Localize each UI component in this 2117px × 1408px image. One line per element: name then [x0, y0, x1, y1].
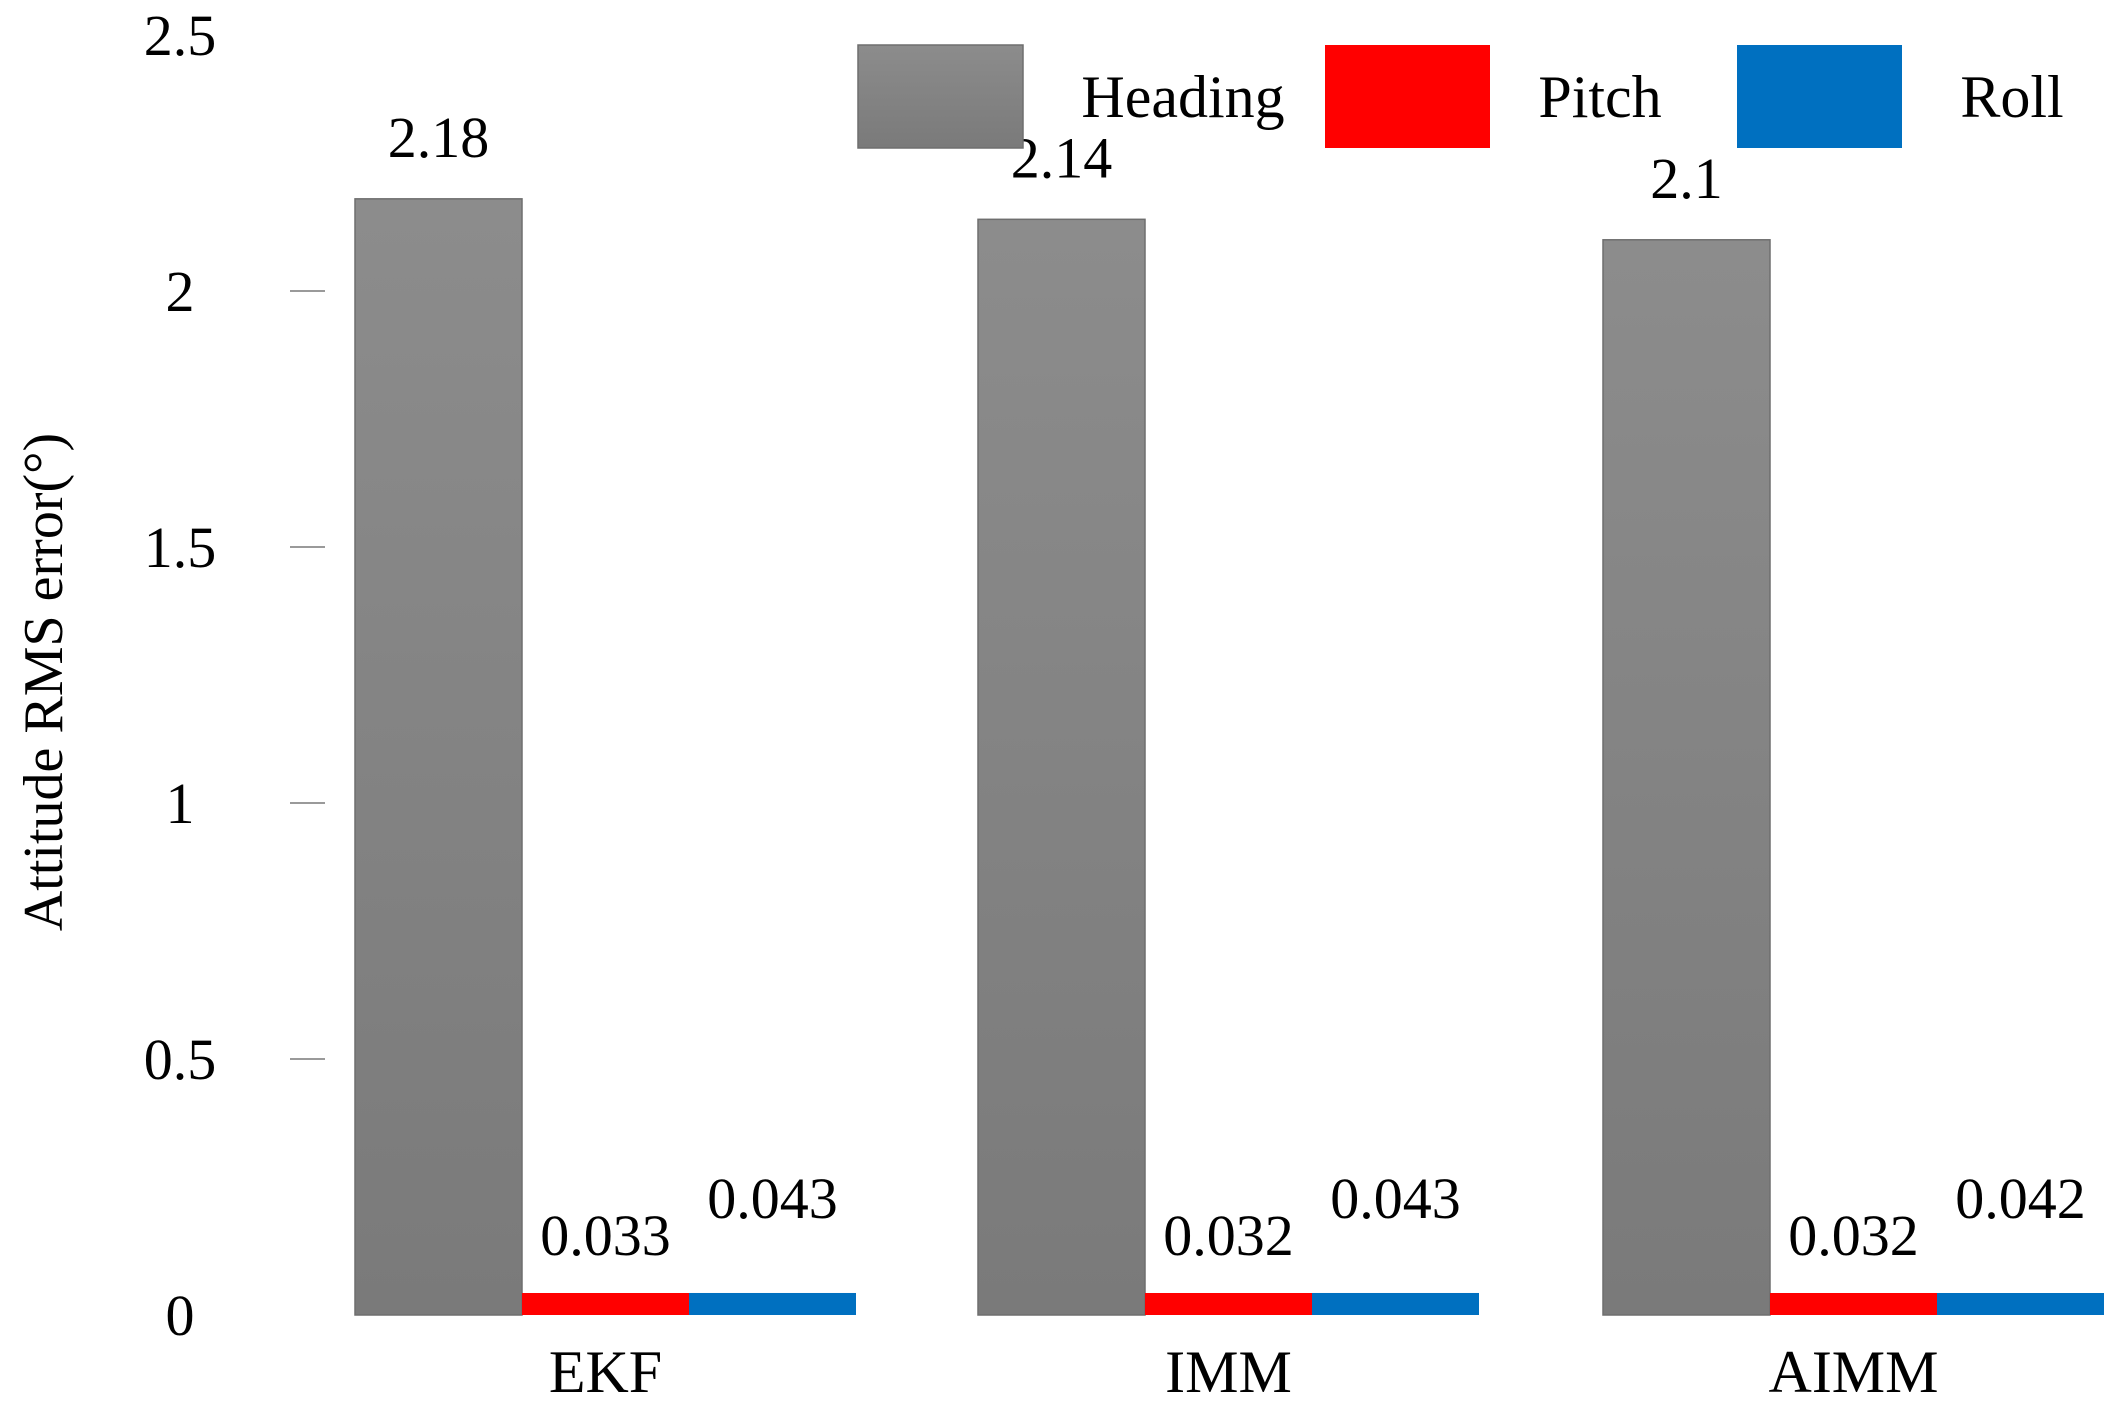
- x-tick-label: AIMM: [1768, 1339, 1938, 1405]
- data-labels: 2.18 0.033 0.043 2.14 0.032 0.043 2.1 0.032 0.04…: [388, 105, 2086, 1268]
- data-label: 0.043: [1330, 1166, 1461, 1231]
- x-tick-label: IMM: [1165, 1339, 1292, 1405]
- bar-heading-imm: [977, 218, 1146, 1316]
- bar-pitch-imm: [1145, 1293, 1312, 1315]
- y-tick-label: 2: [166, 259, 195, 324]
- y-tick-label: 2.5: [144, 3, 217, 68]
- y-tick-label: 0.5: [144, 1027, 217, 1092]
- data-label: 0.032: [1788, 1203, 1919, 1268]
- data-label: 0.043: [707, 1166, 838, 1231]
- x-tick-label: EKF: [549, 1339, 662, 1405]
- legend-label: Roll: [1960, 64, 2063, 130]
- x-axis: EKF IMM AIMM: [549, 1339, 1939, 1405]
- data-label: 2.18: [388, 105, 490, 170]
- legend-label: Heading: [1081, 64, 1284, 130]
- bars: [354, 198, 2104, 1316]
- data-label: 2.1: [1650, 146, 1723, 211]
- legend-item-roll: Roll: [1737, 45, 2064, 148]
- bar-roll-imm: [1312, 1292, 1479, 1315]
- legend-item-pitch: Pitch: [1325, 45, 1662, 148]
- data-label: 0.032: [1163, 1203, 1294, 1268]
- data-label: 0.042: [1955, 1166, 2086, 1231]
- legend-label: Pitch: [1538, 64, 1661, 130]
- legend-swatch: [1737, 45, 1902, 148]
- bar-roll-aimm: [1937, 1293, 2104, 1315]
- bar-heading-aimm: [1602, 239, 1771, 1316]
- y-tick-label: 1.5: [144, 515, 217, 580]
- bar-roll-ekf: [689, 1292, 856, 1315]
- y-tick-label: 0: [166, 1283, 195, 1348]
- y-axis: 0 0.5 1 1.5 2 2.5: [144, 3, 325, 1348]
- data-label: 2.14: [1011, 125, 1113, 190]
- legend: Heading Pitch Roll: [857, 44, 2064, 149]
- legend-swatch: [857, 44, 1024, 149]
- legend-swatch: [1325, 45, 1490, 148]
- bar-heading-ekf: [354, 198, 523, 1316]
- bar-pitch-ekf: [522, 1293, 689, 1315]
- data-label: 0.033: [540, 1203, 671, 1268]
- y-axis-title: Attitude RMS error(°): [13, 433, 75, 931]
- y-tick-label: 1: [166, 771, 195, 836]
- legend-item-heading: Heading: [857, 44, 1285, 149]
- bar-pitch-aimm: [1770, 1293, 1937, 1315]
